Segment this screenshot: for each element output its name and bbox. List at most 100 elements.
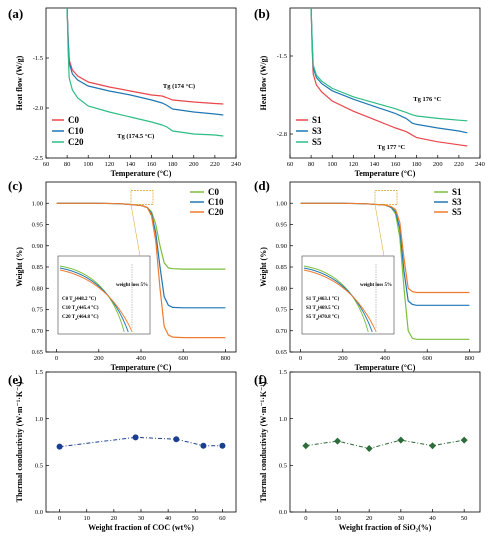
y-tick-label: 0.80 (276, 285, 287, 292)
x-tick-label: 120 (104, 161, 114, 168)
data-point (429, 442, 436, 450)
y-tick-label: 0.90 (32, 243, 43, 250)
x-tick-label: 10 (83, 515, 90, 522)
y-tick-label: -2.0 (33, 105, 43, 112)
x-tick-label: 0 (304, 515, 307, 522)
x-tick-label: 180 (168, 161, 178, 168)
inset-box (301, 255, 395, 335)
panel-label: (a) (8, 6, 23, 21)
zoom-connector (130, 204, 141, 257)
y-tick-label: 0.80 (32, 285, 43, 292)
y-tick-label: -2.5 (33, 155, 43, 162)
y-tick-label: 0.95 (276, 222, 287, 229)
y-axis-title: Heat flow (W/g) (259, 55, 268, 110)
panel-a: (a) 60 80 100 120 140 160 180 200 220 240 -2.5 -2.0 -… (8, 6, 241, 178)
series-line-S3 (310, 8, 468, 134)
series-line-S1 (310, 8, 468, 147)
x-axis-title: Temperature (°C) (111, 169, 172, 178)
y-tick-label: 0.5 (35, 463, 43, 470)
y-axis-title: Thermal conductivity (W·m⁻¹·K⁻¹) (259, 381, 268, 502)
annotation: Tg 177 °C (377, 144, 405, 151)
panel-f: (f) 0 10 20 30 40 50 0.0 0.5 1.0 1.5 Weight fractio… (254, 369, 481, 532)
inset-note: weight loss 5% (116, 283, 148, 288)
x-tick-label: 40 (165, 515, 172, 522)
y-tick-label: 0.85 (32, 264, 43, 271)
y-tick-label: 0.65 (32, 349, 43, 356)
x-tick-label: 140 (126, 161, 136, 168)
y-tick-label: -1.5 (277, 53, 287, 60)
panel-label: (e) (8, 372, 22, 387)
legend-label: C0 (68, 115, 79, 125)
legend-label: S1 (312, 115, 322, 125)
data-point (173, 436, 180, 443)
panel-label: (c) (8, 178, 22, 193)
legend-label: S5 (312, 137, 322, 147)
x-tick-label: 0 (55, 355, 58, 362)
legend-label: C0 (208, 187, 219, 197)
x-tick-label: 220 (454, 161, 464, 168)
x-tick-label: 50 (192, 515, 199, 522)
x-tick-label: 160 (391, 161, 401, 168)
series-line-C10 (66, 8, 224, 116)
panel-label: (d) (254, 178, 270, 193)
legend-label: S1 (452, 187, 462, 197)
series-line-0 (305, 439, 465, 450)
y-tick-label: 0.75 (32, 307, 43, 314)
x-tick-label: 80 (64, 161, 71, 168)
inset-curve (303, 267, 373, 333)
y-tick-label: 0.90 (276, 243, 287, 250)
series-line-C20 (56, 202, 226, 339)
data-point (334, 437, 341, 445)
inset-note: weight loss 5% (360, 283, 392, 288)
data-point (365, 445, 373, 453)
plot-frame (289, 371, 481, 513)
y-tick-label: 0.0 (35, 509, 43, 516)
x-tick-label: 80 (308, 161, 315, 168)
x-tick-label: 220 (210, 161, 220, 168)
annotation: Tg (174 °C) (163, 83, 195, 90)
x-axis-title: Weight fraction of SiO₂(%) (339, 523, 432, 532)
panel-b: (b) 60 80 100 120 140 160 180 200 220 240 -2.8 -1.5 T… (254, 6, 485, 178)
x-tick-label: 800 (465, 355, 475, 362)
y-tick-label: 1.5 (35, 369, 43, 376)
x-tick-label: 100 (83, 161, 93, 168)
x-tick-label: 200 (433, 161, 443, 168)
panel-d: (d) 0 200 400 600 800 0.65 0.70 0.75 0.80 0.85 0.90… (254, 178, 481, 372)
legend-label: C10 (68, 126, 84, 136)
legend-label: C20 (68, 137, 84, 147)
inset-entry: S3 Td(469.5 °C) (306, 306, 340, 312)
x-tick-label: 140 (370, 161, 380, 168)
plot-frame (45, 371, 237, 513)
legend-label: C10 (208, 197, 224, 207)
y-axis-title: Thermal conductivity (W·m⁻¹·K⁻¹) (15, 381, 24, 502)
x-tick-label: 240 (475, 161, 485, 168)
data-point (200, 442, 207, 449)
y-tick-label: -1.5 (33, 55, 43, 62)
y-tick-label: 1.00 (32, 200, 43, 207)
x-tick-label: 20 (366, 515, 373, 522)
y-axis-title: Weight (%) (259, 247, 268, 287)
plot-frame (45, 7, 237, 159)
x-axis-title: Weight fraction of COC (wt%) (88, 523, 194, 532)
inset-entry: S5 Td(470.8 °C) (306, 315, 340, 321)
panel-label: (f) (254, 372, 267, 387)
legend-label: S3 (312, 126, 322, 136)
x-axis-title: Temperature (°C) (111, 363, 172, 372)
series-line-S5 (300, 202, 470, 294)
y-tick-label: 0.95 (32, 222, 43, 229)
legend-label: C20 (208, 207, 224, 217)
x-tick-label: 600 (178, 355, 188, 362)
annotation: Tg (174.5 °C) (117, 133, 154, 140)
y-tick-label: 0.75 (276, 307, 287, 314)
x-tick-label: 160 (147, 161, 157, 168)
x-tick-label: 800 (221, 355, 231, 362)
x-tick-label: 60 (219, 515, 226, 522)
x-axis-title: Temperature (°C) (355, 169, 416, 178)
data-point (219, 442, 226, 449)
y-tick-label: 1.0 (35, 416, 43, 423)
y-tick-label: 0.0 (279, 509, 287, 516)
inset-curve (59, 267, 129, 333)
y-tick-label: -2.8 (277, 131, 287, 138)
x-tick-label: 20 (111, 515, 118, 522)
data-point (460, 436, 468, 444)
